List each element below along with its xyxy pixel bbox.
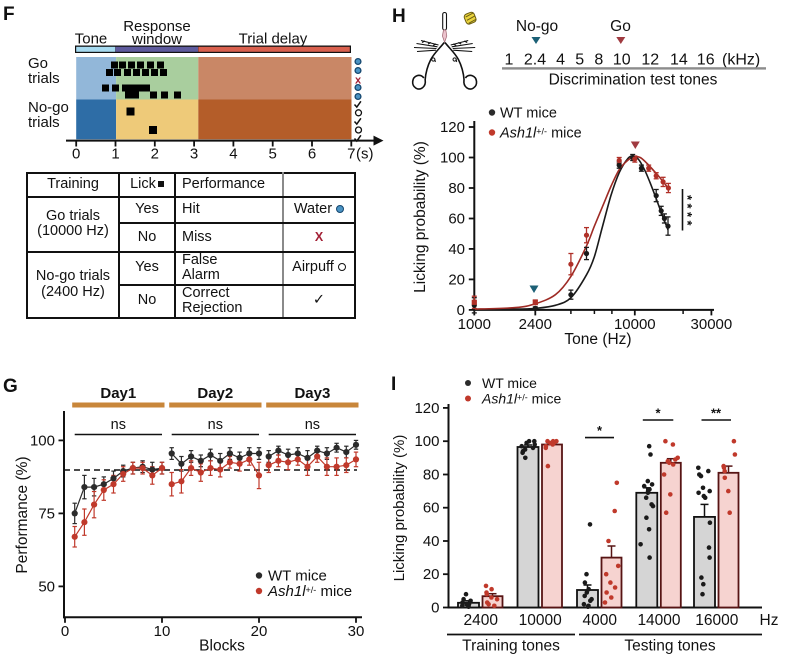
svg-text:Hz: Hz bbox=[760, 612, 779, 629]
svg-text:Performance (%): Performance (%) bbox=[14, 456, 31, 573]
svg-text:14: 14 bbox=[670, 52, 688, 69]
svg-text:ns: ns bbox=[111, 417, 126, 433]
svg-text:(kHz): (kHz) bbox=[722, 52, 760, 69]
svg-text:Ash1l+/- mice: Ash1l+/- mice bbox=[267, 583, 352, 600]
svg-text:8: 8 bbox=[594, 52, 603, 69]
svg-text:40: 40 bbox=[448, 241, 465, 258]
svg-text:I: I bbox=[391, 374, 396, 395]
svg-text:14000: 14000 bbox=[637, 612, 680, 629]
svg-text:80: 80 bbox=[448, 180, 465, 197]
svg-text:No-go: No-go bbox=[28, 99, 69, 116]
svg-text:30000: 30000 bbox=[691, 316, 733, 333]
svg-text:*: * bbox=[680, 195, 695, 201]
svg-text:120: 120 bbox=[414, 400, 439, 417]
svg-text:WT mice: WT mice bbox=[500, 106, 557, 122]
svg-text:trials: trials bbox=[28, 114, 60, 131]
svg-text:2400: 2400 bbox=[519, 316, 552, 333]
svg-text:Go: Go bbox=[28, 55, 48, 72]
svg-text:4000: 4000 bbox=[583, 612, 618, 629]
svg-text:0: 0 bbox=[72, 146, 80, 163]
svg-text:5: 5 bbox=[269, 146, 277, 163]
svg-text:80: 80 bbox=[423, 467, 440, 484]
svg-text:0: 0 bbox=[457, 302, 465, 319]
svg-text:x: x bbox=[355, 75, 362, 87]
svg-text:WT mice: WT mice bbox=[482, 375, 537, 391]
svg-text:Day1: Day1 bbox=[100, 385, 136, 402]
svg-text:Discrimination test tones: Discrimination test tones bbox=[549, 72, 718, 89]
svg-text:10000: 10000 bbox=[614, 316, 656, 333]
svg-text:Testing tones: Testing tones bbox=[624, 638, 716, 655]
svg-text:Tone: Tone bbox=[75, 31, 108, 48]
svg-text:16000: 16000 bbox=[695, 612, 738, 629]
svg-text:(s): (s) bbox=[356, 146, 374, 163]
svg-text:H: H bbox=[392, 6, 406, 27]
svg-text:75: 75 bbox=[38, 505, 55, 522]
svg-text:*: * bbox=[680, 212, 695, 218]
svg-text:WT mice: WT mice bbox=[268, 568, 327, 585]
svg-text:2400: 2400 bbox=[464, 612, 499, 629]
svg-text:Response: Response bbox=[123, 18, 191, 35]
svg-text:100: 100 bbox=[414, 433, 439, 450]
svg-text:20: 20 bbox=[423, 566, 440, 583]
svg-text:2.4: 2.4 bbox=[524, 52, 546, 69]
svg-text:G: G bbox=[3, 376, 18, 397]
svg-text:Day2: Day2 bbox=[197, 385, 233, 402]
svg-text:window: window bbox=[131, 31, 182, 48]
svg-text:0: 0 bbox=[431, 600, 439, 617]
svg-text:50: 50 bbox=[38, 578, 55, 595]
svg-text:30: 30 bbox=[348, 623, 365, 640]
svg-text:60: 60 bbox=[448, 211, 465, 228]
svg-text:Ash1l+/- mice: Ash1l+/- mice bbox=[499, 126, 582, 142]
svg-text:**: ** bbox=[711, 406, 722, 421]
svg-text:0: 0 bbox=[61, 623, 69, 640]
svg-text:20: 20 bbox=[448, 271, 465, 288]
svg-text:*: * bbox=[680, 220, 695, 226]
svg-text:12: 12 bbox=[641, 52, 659, 69]
svg-text:Trial delay: Trial delay bbox=[239, 31, 308, 48]
svg-text:*: * bbox=[597, 423, 603, 438]
svg-text:Training tones: Training tones bbox=[462, 638, 560, 655]
svg-text:16: 16 bbox=[697, 52, 715, 69]
svg-text:10: 10 bbox=[613, 52, 631, 69]
svg-text:7: 7 bbox=[347, 146, 355, 163]
svg-text:Blocks: Blocks bbox=[199, 638, 245, 655]
svg-text:Licking probability (%): Licking probability (%) bbox=[412, 141, 429, 293]
svg-text:Licking probability (%): Licking probability (%) bbox=[391, 435, 408, 582]
svg-text:*: * bbox=[680, 203, 695, 209]
svg-text:40: 40 bbox=[423, 533, 440, 550]
svg-text:60: 60 bbox=[423, 500, 440, 517]
svg-text:Tone (Hz): Tone (Hz) bbox=[564, 331, 631, 348]
svg-text:3: 3 bbox=[190, 146, 198, 163]
svg-text:20: 20 bbox=[251, 623, 268, 640]
svg-text:*: * bbox=[655, 406, 661, 421]
svg-text:Day3: Day3 bbox=[294, 385, 330, 402]
svg-text:4: 4 bbox=[229, 146, 237, 163]
svg-text:6: 6 bbox=[308, 146, 316, 163]
svg-text:1: 1 bbox=[111, 146, 119, 163]
svg-text:1000: 1000 bbox=[458, 316, 491, 333]
svg-text:5: 5 bbox=[575, 52, 584, 69]
svg-text:ns: ns bbox=[305, 417, 320, 433]
svg-text:120: 120 bbox=[440, 119, 465, 136]
svg-text:10000: 10000 bbox=[519, 612, 562, 629]
svg-text:10: 10 bbox=[154, 623, 171, 640]
svg-text:ns: ns bbox=[208, 417, 223, 433]
svg-text:Ash1l+/- mice: Ash1l+/- mice bbox=[481, 391, 561, 407]
svg-text:trials: trials bbox=[28, 70, 60, 87]
svg-text:Go: Go bbox=[610, 18, 631, 35]
svg-text:100: 100 bbox=[30, 432, 55, 449]
svg-text:1: 1 bbox=[505, 52, 514, 69]
svg-text:4: 4 bbox=[556, 52, 565, 69]
svg-text:No-go: No-go bbox=[516, 18, 558, 35]
svg-text:2: 2 bbox=[151, 146, 159, 163]
svg-text:100: 100 bbox=[440, 150, 465, 167]
svg-text:F: F bbox=[3, 4, 15, 25]
